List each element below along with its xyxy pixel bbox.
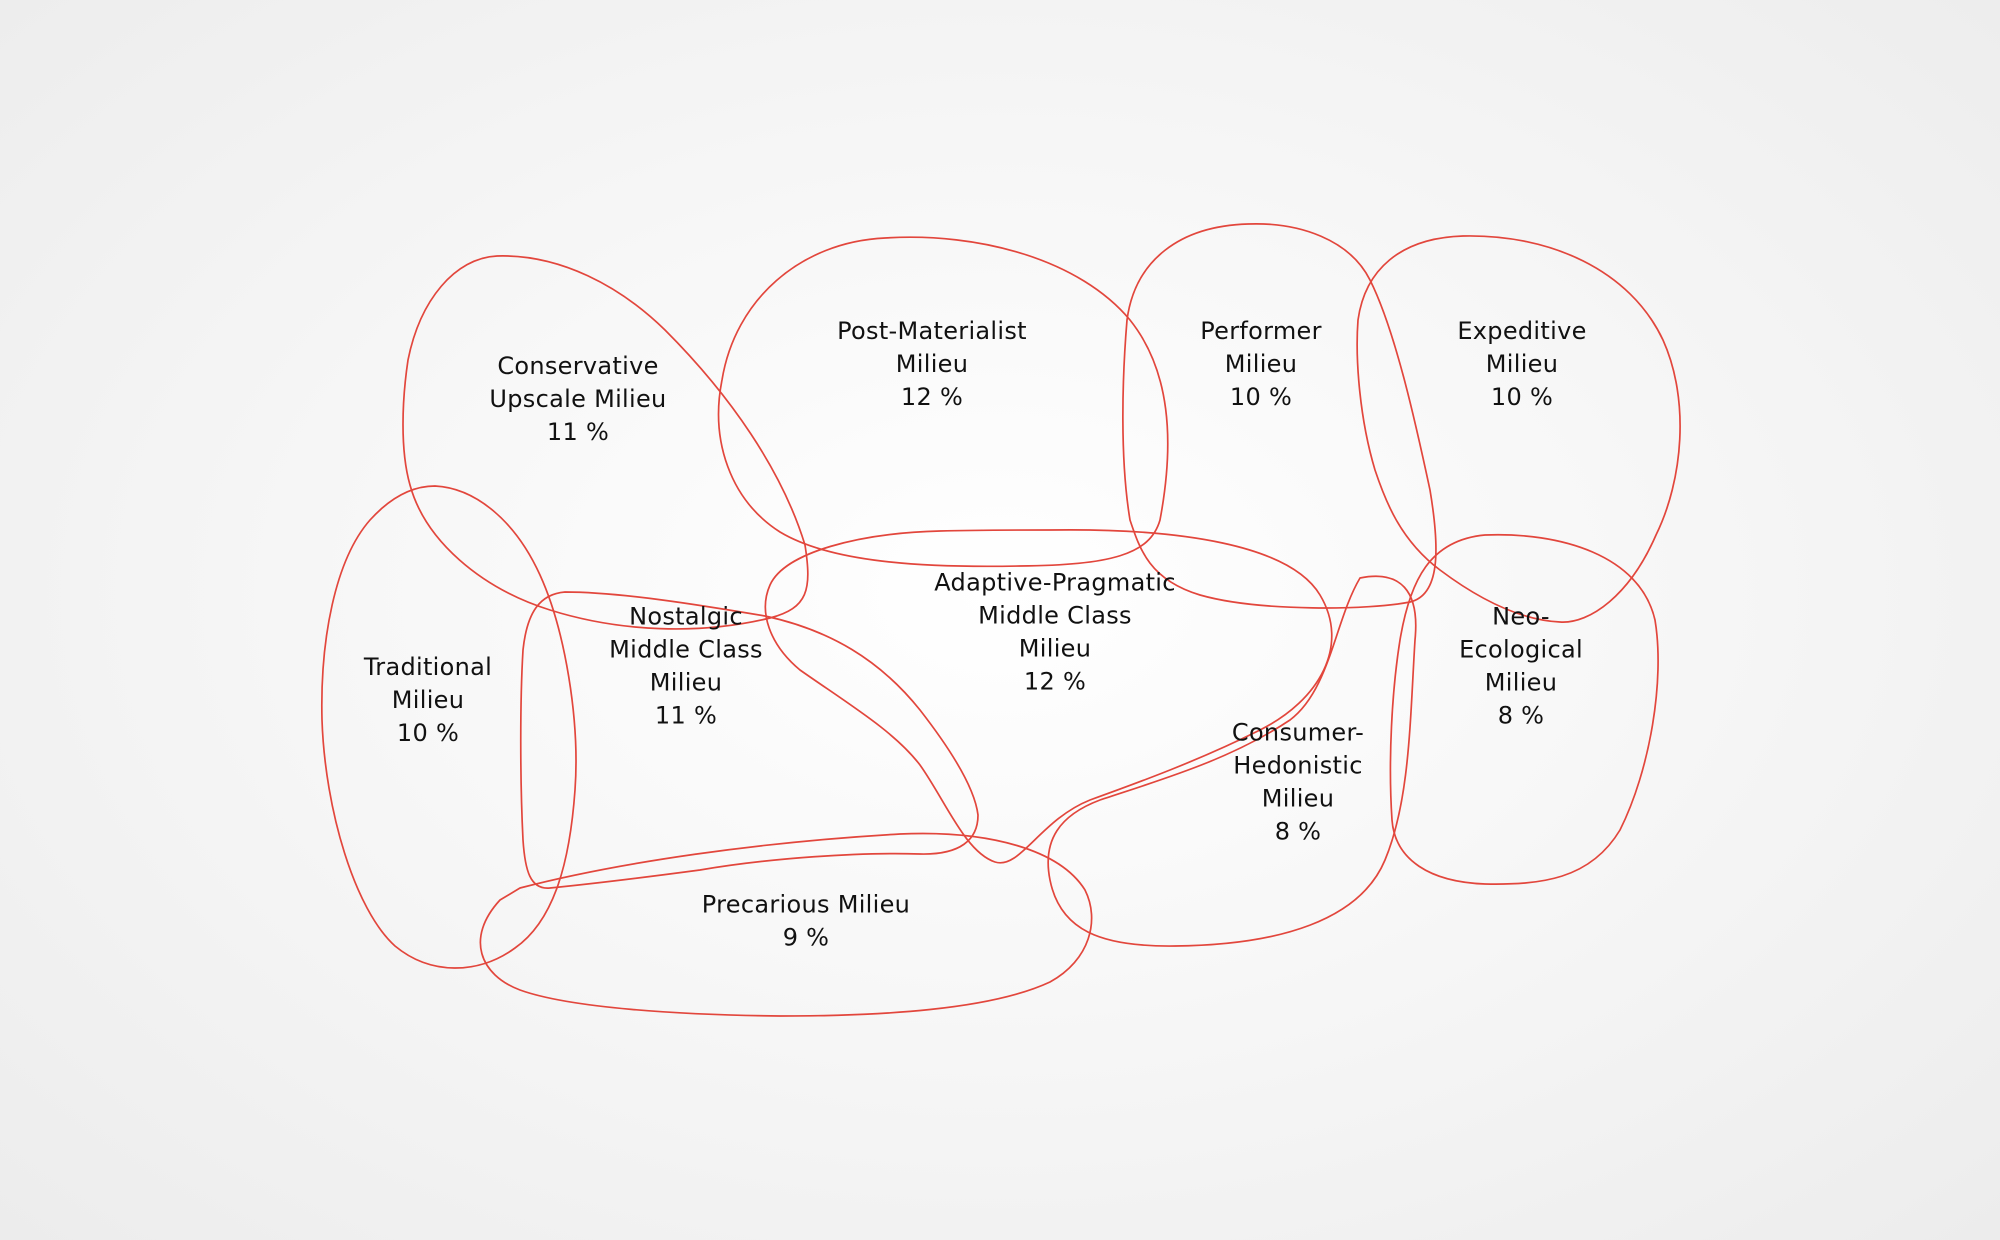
label-line: Upscale Milieu xyxy=(489,385,666,413)
label-line: Performer xyxy=(1200,317,1322,345)
label-line: Nostalgic xyxy=(629,603,743,631)
label-share: 10 % xyxy=(397,719,459,747)
label-share: 11 % xyxy=(547,418,609,446)
label-line: Milieu xyxy=(1019,635,1092,663)
label-share: 12 % xyxy=(1024,668,1086,696)
label-line: Milieu xyxy=(1485,669,1558,697)
label-performer: Performer Milieu 10 % xyxy=(1200,317,1322,411)
label-line: Milieu xyxy=(392,686,465,714)
outline-conservative-upscale xyxy=(402,255,809,630)
outline-expeditive xyxy=(1356,235,1681,623)
label-line: Milieu xyxy=(1225,350,1298,378)
milieu-labels: Conservative Upscale Milieu 11 % Post-Mater… xyxy=(363,317,1586,952)
label-expeditive: Expeditive Milieu 10 % xyxy=(1457,317,1586,411)
label-share: 10 % xyxy=(1230,383,1292,411)
label-line: Middle Class xyxy=(978,602,1132,630)
label-line: Milieu xyxy=(896,350,969,378)
outline-nostalgic-middle-class xyxy=(519,591,979,889)
label-line: Ecological xyxy=(1459,636,1583,664)
label-post-materialist: Post-Materialist Milieu 12 % xyxy=(837,317,1027,411)
outline-precarious xyxy=(479,832,1093,1017)
label-line: Neo- xyxy=(1492,603,1550,631)
label-line: Adaptive-Pragmatic xyxy=(934,569,1176,597)
label-line: Hedonistic xyxy=(1233,752,1362,780)
label-line: Traditional xyxy=(363,653,492,681)
label-line: Expeditive xyxy=(1457,317,1586,345)
label-nostalgic-middle-class: Nostalgic Middle Class Milieu 11 % xyxy=(609,603,763,730)
outline-neo-ecological xyxy=(1389,533,1659,885)
outline-performer xyxy=(1122,223,1437,609)
label-consumer-hedonistic: Consumer- Hedonistic Milieu 8 % xyxy=(1232,719,1364,846)
label-precarious: Precarious Milieu 9 % xyxy=(702,891,910,952)
outline-consumer-hedonistic xyxy=(1047,575,1417,947)
milieu-outlines xyxy=(320,223,1681,1017)
label-line: Precarious Milieu xyxy=(702,891,910,919)
label-conservative-upscale: Conservative Upscale Milieu 11 % xyxy=(489,352,666,446)
label-line: Milieu xyxy=(1262,785,1335,813)
label-line: Conservative xyxy=(497,352,658,380)
label-line: Milieu xyxy=(1486,350,1559,378)
outline-adaptive-pragmatic xyxy=(764,528,1333,864)
label-adaptive-pragmatic: Adaptive-Pragmatic Middle Class Milieu 12 % xyxy=(934,569,1176,696)
label-share: 9 % xyxy=(783,924,830,952)
label-line: Post-Materialist xyxy=(837,317,1027,345)
label-share: 10 % xyxy=(1491,383,1553,411)
label-share: 12 % xyxy=(901,383,963,411)
label-share: 8 % xyxy=(1275,818,1322,846)
label-share: 11 % xyxy=(655,702,717,730)
label-line: Milieu xyxy=(650,669,723,697)
label-neo-ecological: Neo- Ecological Milieu 8 % xyxy=(1459,603,1583,730)
label-share: 8 % xyxy=(1498,702,1545,730)
label-line: Middle Class xyxy=(609,636,763,664)
outline-post-materialist xyxy=(717,236,1169,568)
label-line: Consumer- xyxy=(1232,719,1364,747)
label-traditional: Traditional Milieu 10 % xyxy=(363,653,492,747)
outline-traditional xyxy=(320,485,577,969)
